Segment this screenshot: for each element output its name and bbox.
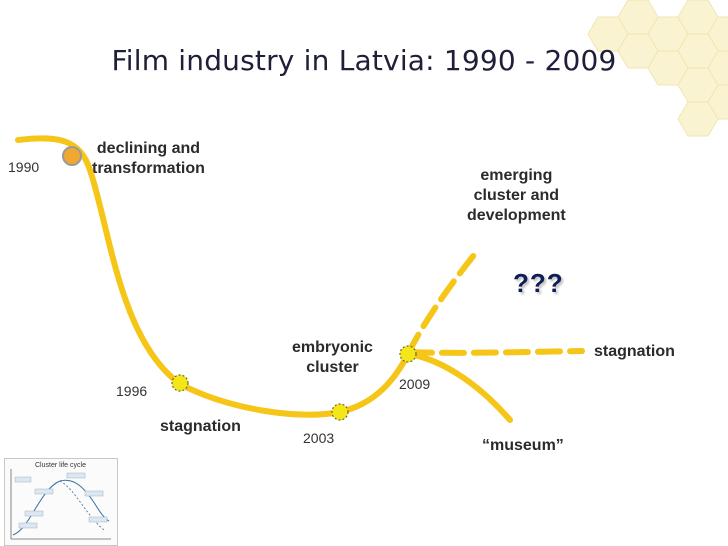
cluster-life-cycle-thumbnail: Cluster life cycle <box>4 458 118 546</box>
future-path-emerging <box>405 247 481 357</box>
marker-1996 <box>171 374 189 392</box>
year-1996: 1996 <box>116 383 148 399</box>
year-2003: 2003 <box>303 430 335 446</box>
slide-title: Film industry in Latvia: 1990 - 2009 <box>111 44 617 77</box>
label-declining-transformation: declining and transformation <box>92 140 205 177</box>
marker-2009 <box>399 345 417 363</box>
label-question-marks: ??? <box>513 268 564 298</box>
marker-2003 <box>331 403 349 421</box>
label-embryonic-cluster: embryonic cluster <box>292 339 373 376</box>
thumbnail-chart <box>10 469 111 540</box>
label-museum: “museum” <box>482 437 564 454</box>
label-stagnation-future: stagnation <box>594 343 675 360</box>
thumbnail-title: Cluster life cycle <box>35 462 86 469</box>
future-path-museum <box>407 351 513 423</box>
year-2009: 2009 <box>399 376 431 392</box>
future-path-stagnation <box>407 348 585 356</box>
label-emerging-cluster: emerging cluster and development <box>467 167 566 224</box>
label-stagnation-1996: stagnation <box>160 418 241 435</box>
year-1990: 1990 <box>8 159 40 175</box>
honeycomb-background <box>587 0 728 137</box>
marker-1990 <box>62 146 82 166</box>
